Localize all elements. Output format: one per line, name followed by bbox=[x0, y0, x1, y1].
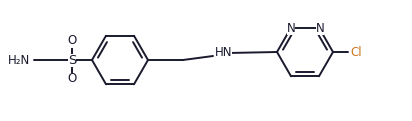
Text: H₂N: H₂N bbox=[8, 53, 30, 67]
Text: S: S bbox=[68, 53, 76, 67]
Text: HN: HN bbox=[215, 45, 232, 58]
Text: N: N bbox=[287, 22, 295, 35]
Text: O: O bbox=[68, 72, 77, 86]
Text: Cl: Cl bbox=[350, 45, 362, 58]
Text: O: O bbox=[68, 34, 77, 48]
Text: N: N bbox=[316, 22, 324, 35]
